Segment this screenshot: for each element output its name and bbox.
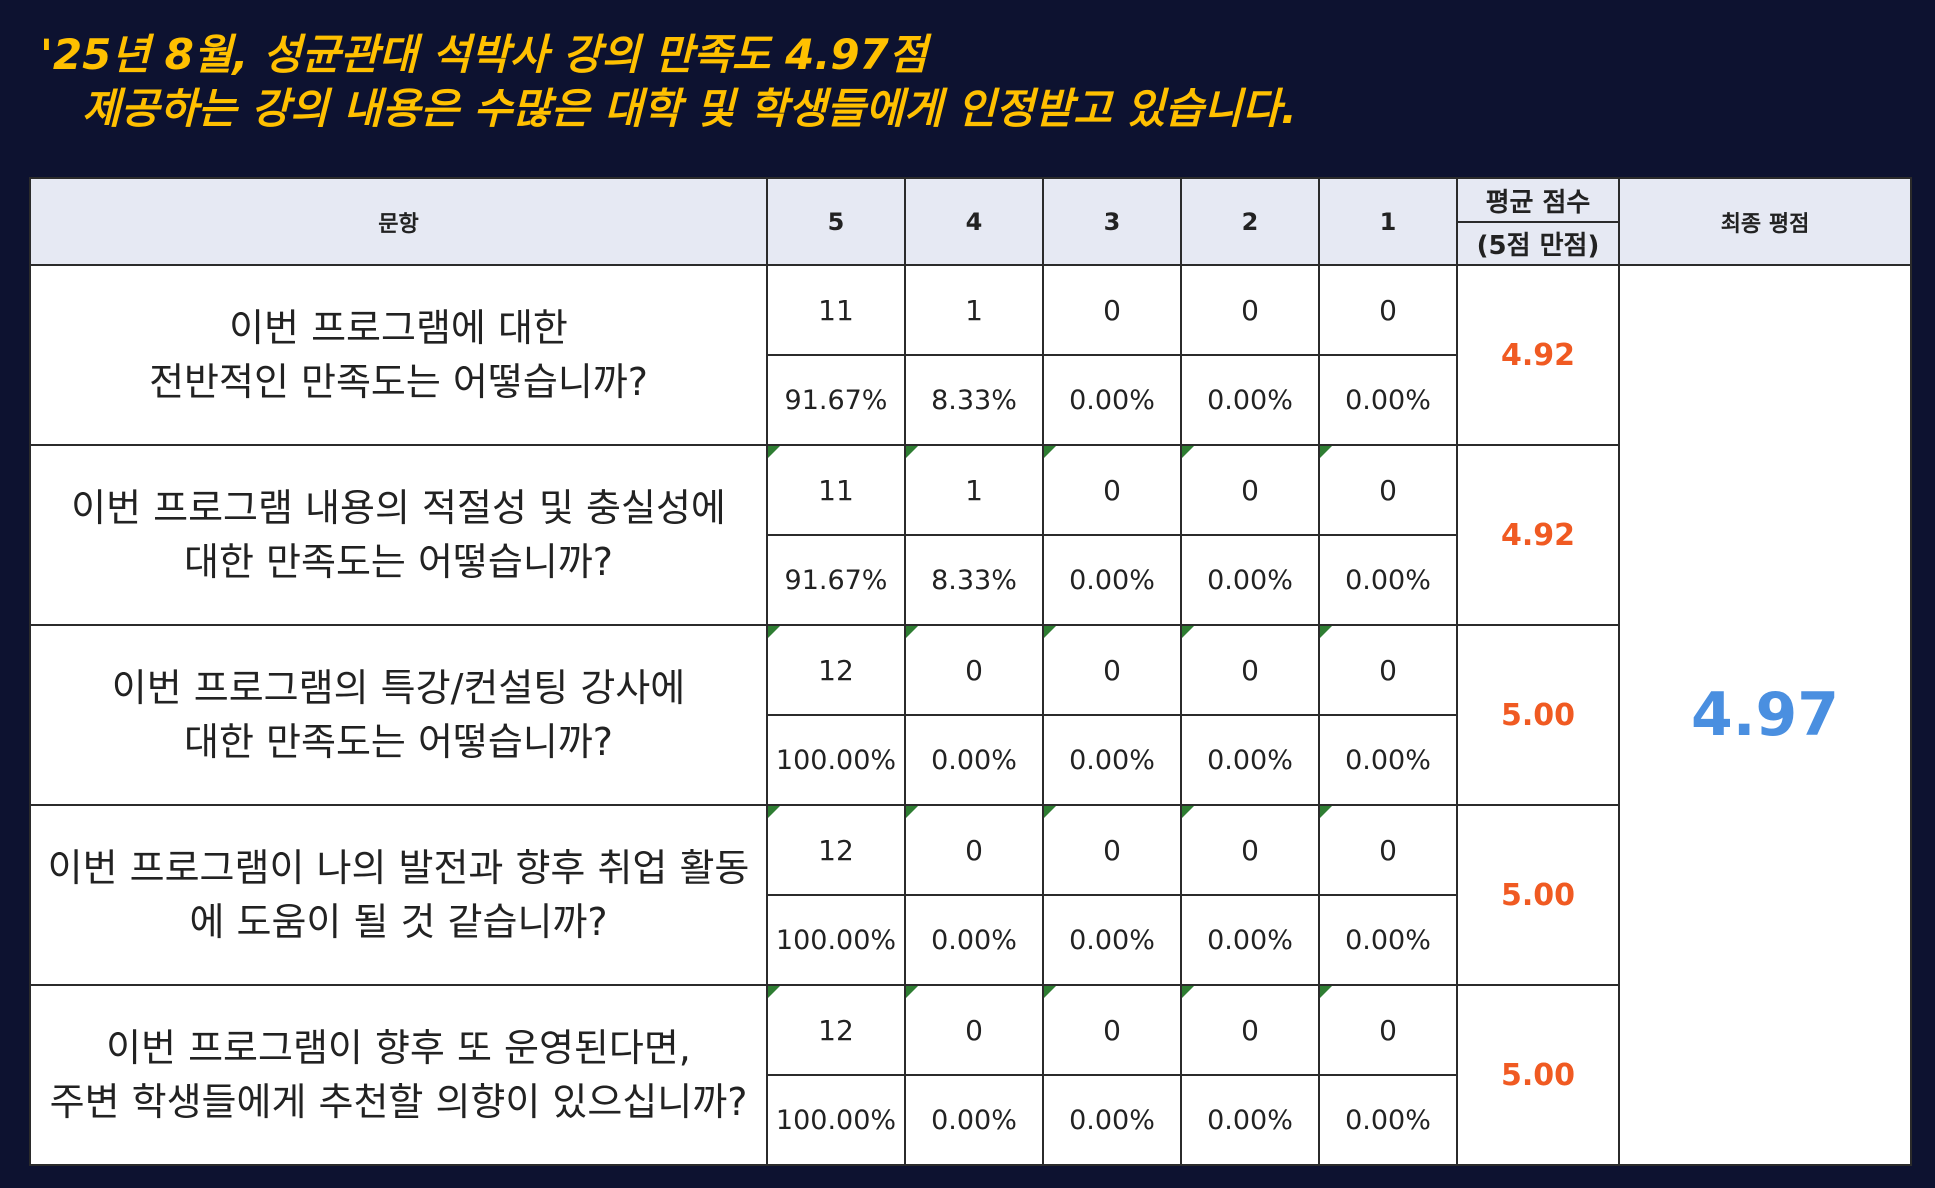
header-score-3: 3 (1042, 177, 1182, 266)
percent-cell: 0.00% (1042, 894, 1182, 986)
count-cell: 0 (1318, 804, 1458, 896)
count-cell: 0 (904, 984, 1044, 1076)
headline: '25년 8월, 성균관대 석박사 강의 만족도 4.97점 제공하는 강의 내… (40, 28, 1297, 136)
header-question: 문항 (29, 177, 768, 266)
header-score-5: 5 (766, 177, 906, 266)
average-score: 4.92 (1456, 264, 1620, 446)
count-cell: 0 (904, 624, 1044, 716)
header-score-1: 1 (1318, 177, 1458, 266)
question-line: 이번 프로그램에 대한 (229, 306, 568, 350)
count-cell: 12 (766, 984, 906, 1076)
count-cell: 0 (1318, 444, 1458, 536)
percent-cell: 0.00% (1318, 714, 1458, 806)
question-cell: 이번 프로그램이 나의 발전과 향후 취업 활동 에 도움이 될 것 같습니까? (29, 804, 768, 986)
percent-cell: 0.00% (1318, 354, 1458, 446)
question-cell: 이번 프로그램 내용의 적절성 및 충실성에 대한 만족도는 어떻습니까? (29, 444, 768, 626)
percent-cell: 0.00% (1042, 1074, 1182, 1166)
percent-cell: 100.00% (766, 714, 906, 806)
question-line: 이번 프로그램 내용의 적절성 및 충실성에 (71, 486, 726, 530)
question-line: 전반적인 만족도는 어떻습니까? (149, 360, 648, 404)
percent-cell: 0.00% (1180, 714, 1320, 806)
question-line: 에 도움이 될 것 같습니까? (189, 900, 608, 944)
count-cell: 11 (766, 264, 906, 356)
final-rating: 4.97 (1618, 264, 1912, 1166)
average-score: 5.00 (1456, 624, 1620, 806)
count-cell: 0 (1180, 984, 1320, 1076)
count-cell: 0 (1318, 624, 1458, 716)
question-cell: 이번 프로그램에 대한 전반적인 만족도는 어떻습니까? (29, 264, 768, 446)
percent-cell: 0.00% (1180, 534, 1320, 626)
percent-cell: 91.67% (766, 534, 906, 626)
question-line: 대한 만족도는 어떻습니까? (184, 720, 613, 764)
count-cell: 0 (1180, 624, 1320, 716)
percent-cell: 0.00% (1180, 354, 1320, 446)
count-cell: 11 (766, 444, 906, 536)
average-score: 5.00 (1456, 984, 1620, 1166)
average-score: 4.92 (1456, 444, 1620, 626)
percent-cell: 0.00% (1180, 894, 1320, 986)
count-cell: 12 (766, 624, 906, 716)
percent-cell: 0.00% (904, 714, 1044, 806)
count-cell: 12 (766, 804, 906, 896)
question-line: 주변 학생들에게 추천할 의향이 있으십니까? (49, 1080, 748, 1124)
count-cell: 0 (1180, 264, 1320, 356)
count-cell: 0 (1042, 984, 1182, 1076)
percent-cell: 8.33% (904, 354, 1044, 446)
header-average-scale: (5점 만점) (1456, 221, 1620, 266)
header-score-2: 2 (1180, 177, 1320, 266)
question-cell: 이번 프로그램의 특강/컨설팅 강사에 대한 만족도는 어떻습니까? (29, 624, 768, 806)
percent-cell: 0.00% (1042, 714, 1182, 806)
count-cell: 0 (1180, 444, 1320, 536)
percent-cell: 100.00% (766, 1074, 906, 1166)
average-score: 5.00 (1456, 804, 1620, 986)
percent-cell: 0.00% (1318, 534, 1458, 626)
percent-cell: 0.00% (904, 894, 1044, 986)
percent-cell: 8.33% (904, 534, 1044, 626)
percent-cell: 0.00% (1042, 354, 1182, 446)
headline-line1: '25년 8월, 성균관대 석박사 강의 만족도 4.97점 (40, 30, 928, 79)
count-cell: 0 (1042, 444, 1182, 536)
percent-cell: 0.00% (1318, 894, 1458, 986)
percent-cell: 0.00% (1042, 534, 1182, 626)
count-cell: 0 (1318, 984, 1458, 1076)
count-cell: 1 (904, 444, 1044, 536)
count-cell: 0 (904, 804, 1044, 896)
satisfaction-table: 문항 5 4 3 2 1 평균 점수 최종 평점 (5점 만점) 이번 프로그램… (29, 177, 1912, 1166)
count-cell: 1 (904, 264, 1044, 356)
count-cell: 0 (1042, 624, 1182, 716)
question-line: 이번 프로그램이 나의 발전과 향후 취업 활동 (47, 846, 750, 890)
question-line: 이번 프로그램의 특강/컨설팅 강사에 (111, 666, 686, 710)
percent-cell: 100.00% (766, 894, 906, 986)
header-average-score: 평균 점수 (1456, 177, 1620, 223)
percent-cell: 0.00% (1180, 1074, 1320, 1166)
question-cell: 이번 프로그램이 향후 또 운영된다면, 주변 학생들에게 추천할 의향이 있으… (29, 984, 768, 1166)
header-score-4: 4 (904, 177, 1044, 266)
count-cell: 0 (1042, 804, 1182, 896)
count-cell: 0 (1042, 264, 1182, 356)
percent-cell: 0.00% (1318, 1074, 1458, 1166)
question-line: 대한 만족도는 어떻습니까? (184, 540, 613, 584)
header-final-rating: 최종 평점 (1618, 177, 1912, 266)
percent-cell: 0.00% (904, 1074, 1044, 1166)
question-line: 이번 프로그램이 향후 또 운영된다면, (106, 1026, 691, 1070)
count-cell: 0 (1318, 264, 1458, 356)
headline-line2: 제공하는 강의 내용은 수많은 대학 및 학생들에게 인정받고 있습니다. (82, 84, 1297, 133)
count-cell: 0 (1180, 804, 1320, 896)
percent-cell: 91.67% (766, 354, 906, 446)
